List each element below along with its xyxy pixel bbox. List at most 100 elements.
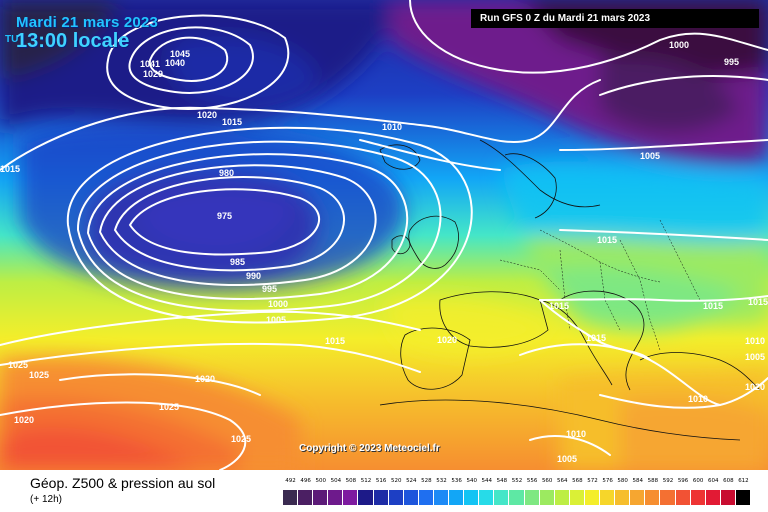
map-canvas: 1045 1041 1040 1029 1020 1015 1015 980 9… (0, 0, 768, 470)
legend-value-label: 568 (572, 478, 583, 484)
isobar-label: 1010 (382, 122, 402, 132)
isobar-label: 1020 (745, 382, 765, 392)
isobar-label: 1015 (0, 164, 20, 174)
isobar-label: 1000 (669, 40, 689, 50)
legend-color-swatch (449, 490, 465, 505)
legend-value-label: 608 (723, 478, 734, 484)
legend-color-swatch (539, 490, 555, 505)
legend-color-swatch (630, 490, 646, 505)
isobar-label: 1020 (197, 110, 217, 120)
legend-value-label: 572 (587, 478, 598, 484)
legend-value-label: 604 (708, 478, 719, 484)
model-run-info: Run GFS 0 Z du Mardi 21 mars 2023 (471, 9, 759, 28)
legend-color-swatch (569, 490, 585, 505)
isobar-label: 1025 (231, 434, 251, 444)
isobar-label: 1015 (748, 297, 768, 307)
legend-color-swatch (509, 490, 525, 505)
isobar-label: 995 (724, 57, 739, 67)
legend-color-swatch (524, 490, 540, 505)
isobar-label: 1015 (703, 301, 723, 311)
legend-value-label: 536 (451, 478, 462, 484)
isobar-label: 980 (219, 168, 234, 178)
isobar-label: 1025 (159, 402, 179, 412)
legend-value-label: 524 (406, 478, 417, 484)
isobar-label: 1005 (640, 151, 660, 161)
legend-color-swatch (298, 490, 314, 505)
legend-color-swatch (584, 490, 601, 505)
legend-color-swatch (343, 490, 359, 505)
legend-value-label: 580 (617, 478, 628, 484)
legend-color-swatch (615, 490, 631, 505)
coastlines (379, 139, 761, 441)
isobar-label: 1040 (165, 58, 185, 68)
forecast-date: Mardi 21 mars 2023 (16, 14, 159, 31)
isobar-label: 1015 (586, 333, 606, 343)
isobar-label: 1005 (557, 454, 577, 464)
legend-value-label: 544 (481, 478, 493, 484)
forecast-local-time: 13:00 locale (16, 30, 130, 52)
isobar-label: 1015 (325, 336, 345, 346)
legend-value-label: 560 (541, 478, 553, 484)
isobar-label: 995 (262, 284, 277, 294)
legend-value-label: 504 (330, 478, 342, 484)
legend-value-label: 496 (300, 478, 311, 484)
legend-color-swatch (690, 490, 706, 505)
legend-color-swatch (373, 490, 389, 505)
isobar-label: 1041 (140, 59, 160, 69)
isobar-label: 1015 (222, 117, 242, 127)
legend-color-swatch (705, 490, 721, 505)
isobar-label: 1025 (29, 370, 49, 380)
map-title: Géop. Z500 & pression au sol (30, 475, 216, 491)
isobars (0, 0, 768, 470)
legend-value-label: 584 (632, 478, 644, 484)
legend-value-label: 500 (315, 478, 326, 484)
legend-color-swatch (388, 490, 404, 505)
legend-value-label: 592 (662, 478, 674, 484)
isobar-labels: 1045 1041 1040 1029 1020 1015 1015 980 9… (0, 40, 768, 464)
legend-color-swatch (675, 490, 691, 505)
legend-color-swatch (464, 490, 480, 505)
legend-color-swatch (660, 490, 676, 505)
legend-color-swatch (600, 490, 616, 505)
legend-color-swatch (403, 490, 419, 505)
legend-color-swatch (720, 490, 736, 505)
isobar-label: 1010 (688, 394, 708, 404)
legend-value-label: 520 (390, 478, 402, 484)
legend-value-label: 588 (647, 478, 659, 484)
legend-value-label: 612 (738, 478, 749, 484)
isobar-label: 990 (246, 271, 261, 281)
forecast-offset: (+ 12h) (30, 494, 62, 505)
tu-marker: TU (5, 34, 19, 45)
isobar-label: 1045 (170, 49, 190, 59)
legend-value-label: 508 (345, 478, 357, 484)
isobar-label: 1025 (8, 360, 28, 370)
legend-value-label: 516 (375, 478, 387, 484)
isobar-label: 1020 (14, 415, 34, 425)
legend-value-label: 492 (285, 478, 296, 484)
isobar-label: 975 (217, 211, 232, 221)
legend-value-label: 600 (692, 478, 704, 484)
isobar-label: 1020 (437, 335, 457, 345)
legend-value-label: 548 (496, 478, 508, 484)
isobar-label: 1010 (566, 429, 586, 439)
legend-color-swatch (735, 490, 751, 505)
legend-color-swatch (418, 490, 434, 505)
isobar-label: 1000 (268, 299, 288, 309)
legend-value-label: 532 (436, 478, 447, 484)
color-scale-legend: 492 496 500 504 508 512 516 520 524 528 532 536 540 5… (283, 478, 751, 507)
legend-color-swatch (283, 490, 299, 505)
legend-value-label: 564 (557, 478, 568, 484)
isobar-label: 1015 (597, 235, 617, 245)
legend-color-swatch (554, 490, 570, 505)
isobar-label: 1020 (195, 374, 215, 384)
legend-color-swatch (433, 490, 450, 505)
legend-value-label: 576 (602, 478, 613, 484)
isobar-label: 1029 (143, 69, 163, 79)
legend-color-swatch (479, 490, 495, 505)
isobar-label: 1015 (549, 301, 569, 311)
copyright-notice: Copyright © 2023 Meteociel.fr (299, 443, 440, 454)
legend-value-label: 556 (526, 478, 538, 484)
legend-value-label: 540 (466, 478, 477, 484)
legend-color-swatch (494, 490, 510, 505)
